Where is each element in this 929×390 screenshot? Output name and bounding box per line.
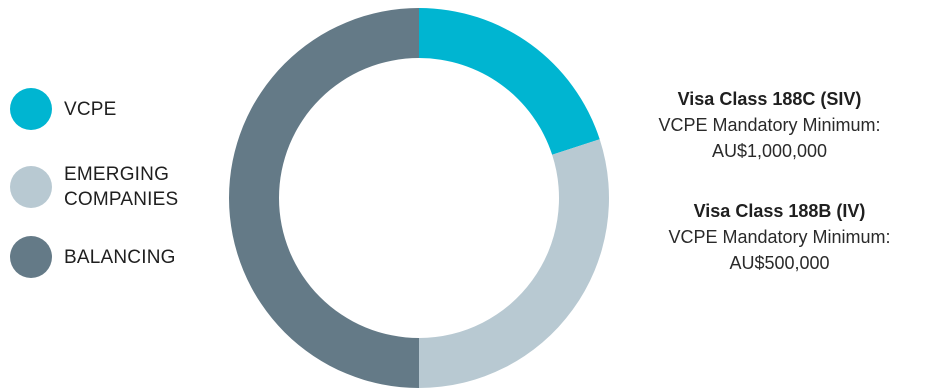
legend-label-vcpe: VCPE: [64, 98, 117, 120]
note-iv-line2: AU$500,000: [729, 253, 830, 273]
note-siv-line1: VCPE Mandatory Minimum:: [658, 115, 881, 135]
legend-item-balancing: BALANCING: [10, 236, 214, 278]
legend-swatch-vcpe: [10, 88, 52, 130]
legend-label-balancing: BALANCING: [64, 246, 176, 268]
note-siv: Visa Class 188C (SIV) VCPE Mandatory Min…: [620, 86, 919, 164]
note-siv-line2: AU$1,000,000: [711, 141, 828, 161]
note-iv-line1: VCPE Mandatory Minimum:: [668, 227, 891, 247]
legend-swatch-emerging-companies: [10, 166, 52, 208]
donut-slice-emerging-companies: [419, 139, 609, 389]
note-siv-title: Visa Class 188C (SIV): [677, 89, 862, 109]
note-iv-title: Visa Class 188B (IV): [693, 201, 866, 221]
legend: VCPE EMERGING COMPANIES BALANCING: [10, 0, 220, 390]
visa-notes: Visa Class 188C (SIV) VCPE Mandatory Min…: [630, 86, 929, 386]
legend-item-emerging-companies: EMERGING COMPANIES: [10, 162, 214, 212]
donut-slice-vcpe: [419, 8, 600, 155]
note-iv: Visa Class 188B (IV) VCPE Mandatory Mini…: [630, 198, 929, 276]
legend-swatch-balancing: [10, 236, 52, 278]
donut-slices: [229, 8, 609, 389]
legend-item-vcpe: VCPE: [10, 88, 214, 130]
legend-label-emerging-companies: EMERGING COMPANIES: [64, 164, 179, 210]
donut-slice-balancing: [229, 8, 419, 388]
